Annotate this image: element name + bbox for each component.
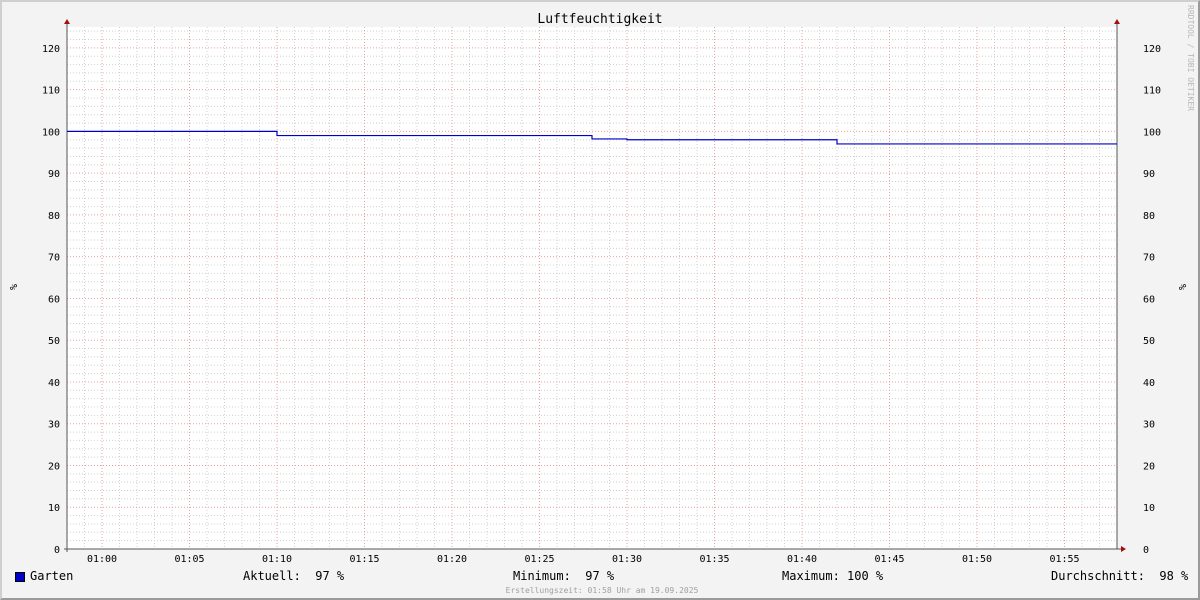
y-tick-label-left: 80 [48, 211, 60, 222]
legend-average: Durchschnitt: 98 % [1051, 569, 1189, 583]
y-tick-label-right: 20 [1143, 461, 1155, 472]
y-tick-label-left: 120 [42, 44, 60, 55]
y-axis-label-left: % [7, 284, 18, 290]
y-tick-label-right: 0 [1143, 545, 1149, 556]
watermark: RRDTOOL / TOBI OETIKER [1186, 5, 1195, 111]
x-tick-label: 01:45 [874, 554, 904, 565]
y-axis-label-right: % [1176, 284, 1187, 290]
x-tick-label: 01:15 [349, 554, 379, 565]
y-tick-label-left: 110 [42, 86, 60, 97]
y-tick-label-right: 120 [1143, 44, 1161, 55]
y-tick-label-right: 70 [1143, 253, 1155, 264]
y-tick-label-left: 20 [48, 461, 60, 472]
y-tick-label-right: 80 [1143, 211, 1155, 222]
y-tick-label-left: 60 [48, 294, 60, 305]
y-tick-label-left: 50 [48, 336, 60, 347]
x-tick-label: 01:00 [87, 554, 117, 565]
y-tick-label-left: 100 [42, 127, 60, 138]
legend-swatch-garten [15, 572, 25, 582]
y-tick-label-right: 90 [1143, 169, 1155, 180]
x-tick-label: 01:50 [962, 554, 992, 565]
y-tick-label-left: 30 [48, 420, 60, 431]
legend-current: Aktuell: 97 % [243, 569, 345, 583]
x-axis-arrow [1121, 546, 1126, 552]
y-tick-label-left: 90 [48, 169, 60, 180]
y-tick-label-left: 0 [54, 545, 60, 556]
y-tick-label-right: 10 [1143, 503, 1155, 514]
chart-title: Luftfeuchtigkeit [537, 12, 662, 27]
x-tick-label: 01:40 [787, 554, 817, 565]
y-axis-arrow-right [1114, 19, 1120, 24]
x-tick-label: 01:35 [699, 554, 729, 565]
x-tick-label: 01:30 [612, 554, 642, 565]
y-tick-label-right: 60 [1143, 294, 1155, 305]
y-tick-label-left: 10 [48, 503, 60, 514]
x-tick-label: 01:25 [524, 554, 554, 565]
y-tick-label-right: 40 [1143, 378, 1155, 389]
legend-minimum: Minimum: 97 % [513, 569, 615, 583]
x-tick-label: 01:05 [174, 554, 204, 565]
y-tick-label-right: 50 [1143, 336, 1155, 347]
legend-maximum: Maximum: 100 % [782, 569, 884, 583]
legend-series-name: Garten [30, 569, 74, 583]
series-line-garten [67, 130, 1117, 145]
x-tick-label: 01:55 [1049, 554, 1079, 565]
y-tick-label-left: 40 [48, 378, 60, 389]
y-tick-label-right: 30 [1143, 420, 1155, 431]
y-tick-label-left: 70 [48, 253, 60, 264]
y-axis-arrow-left [64, 19, 70, 24]
y-tick-label-right: 100 [1143, 127, 1161, 138]
x-tick-label: 01:10 [262, 554, 292, 565]
y-tick-label-right: 110 [1143, 86, 1161, 97]
footer-timestamp: Erstellungszeit: 01:58 Uhr am 19.09.2025 [505, 586, 699, 595]
x-tick-label: 01:20 [437, 554, 467, 565]
